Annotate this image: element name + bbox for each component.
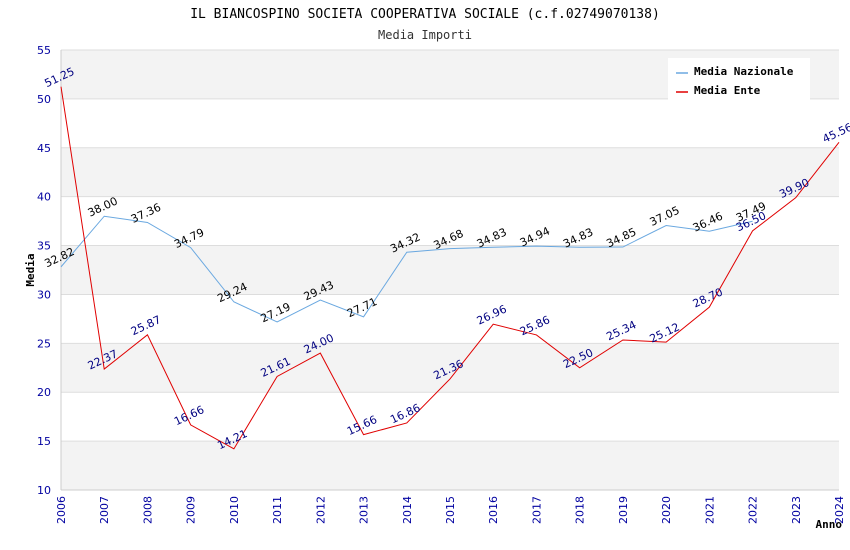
grid-band — [61, 147, 839, 197]
y-tick-label: 50 — [37, 93, 51, 106]
series-lines — [60, 86, 840, 450]
x-tick-label: 2006 — [55, 496, 68, 524]
x-tick-label: 2011 — [271, 496, 284, 524]
x-tick-label: 2022 — [747, 496, 760, 524]
x-tick-label: 2008 — [141, 496, 154, 524]
x-tick-label: 2016 — [487, 496, 500, 524]
x-tick-label: 2009 — [185, 496, 198, 524]
x-tick-label: 2020 — [660, 496, 673, 524]
grid-band — [61, 245, 839, 295]
x-tick-labels: 2006 2007 2008 2009 2010 2011 2012 2013 2014 2015… — [55, 496, 846, 524]
grid-band — [61, 441, 839, 490]
x-axis-label: Anno — [816, 518, 843, 531]
y-tick-label: 25 — [37, 337, 51, 350]
x-tick-label: 2017 — [530, 496, 543, 524]
y-tick-label: 15 — [37, 435, 51, 448]
x-tick-label: 2012 — [314, 496, 327, 524]
y-tick-labels: 10 15 20 25 30 35 40 45 50 55 — [37, 44, 51, 497]
chart-title: IL BIANCOSPINO SOCIETA COOPERATIVA SOCIA… — [190, 7, 660, 22]
legend-label-ente: Media Ente — [694, 84, 761, 97]
x-tick-label: 2015 — [444, 496, 457, 524]
y-tick-label: 30 — [37, 288, 51, 301]
x-tick-label: 2024 — [833, 496, 846, 524]
y-tick-label: 40 — [37, 191, 51, 204]
x-tick-label: 2010 — [228, 496, 241, 524]
y-tick-label: 10 — [37, 484, 51, 497]
legend-background — [668, 58, 810, 100]
grid-band — [61, 343, 839, 393]
chart-subtitle: Media Importi — [378, 28, 472, 42]
x-tick-label: 2014 — [401, 496, 414, 524]
x-tick-label: 2007 — [98, 496, 111, 524]
y-axis-label: Media — [24, 253, 37, 286]
x-tick-label: 2021 — [703, 496, 716, 524]
axes — [60, 50, 839, 491]
x-tick-label: 2019 — [617, 496, 630, 524]
series-line-nazionale — [60, 215, 753, 323]
x-tick-label: 2013 — [358, 496, 371, 524]
legend-label-nazionale: Media Nazionale — [694, 65, 794, 78]
x-tick-label: 2023 — [790, 496, 803, 524]
x-tick-label: 2018 — [574, 496, 587, 524]
y-tick-label: 45 — [37, 142, 51, 155]
legend: Media Nazionale Media Ente — [668, 58, 810, 100]
y-tick-label: 55 — [37, 44, 51, 57]
y-tick-label: 20 — [37, 386, 51, 399]
y-tick-label: 35 — [37, 240, 51, 253]
series-line-ente — [60, 86, 840, 450]
